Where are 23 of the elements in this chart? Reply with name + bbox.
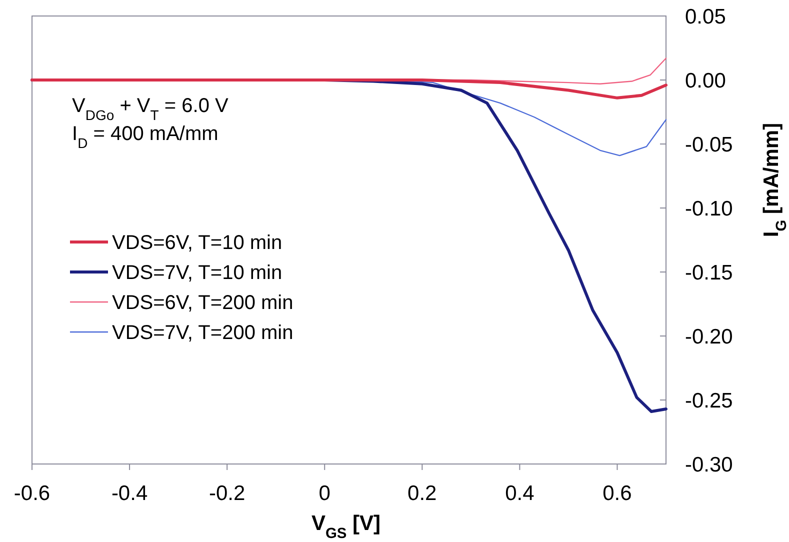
x-tick-label: 0: [318, 482, 330, 505]
legend-label: VDS=6V, T=200 min: [112, 292, 294, 314]
y-tick-label: 0.00: [685, 69, 726, 92]
legend-label: VDS=7V, T=10 min: [112, 262, 282, 284]
y-tick-label: -0.15: [685, 261, 733, 284]
legend-label: VDS=7V, T=200 min: [112, 322, 294, 344]
line-series: [30, 78, 668, 100]
y-tick-label: -0.25: [685, 389, 733, 412]
y-tick-label: -0.20: [685, 325, 733, 348]
x-tick-label: 0.4: [505, 482, 535, 505]
y-tick-label: -0.10: [685, 197, 733, 220]
x-tick-label: -0.6: [14, 482, 50, 505]
x-tick-label: -0.4: [111, 482, 148, 505]
y-tick-label: 0.05: [685, 5, 726, 28]
x-tick-label: -0.2: [208, 482, 246, 505]
legend-label: VDS=6V, T=10 min: [112, 232, 282, 254]
y-tick-label: -0.05: [685, 133, 733, 156]
x-tick-label: 0.6: [602, 482, 632, 505]
x-axis-title: V$_{GS}$ [V]: [311, 512, 381, 542]
annotation: V$_{DGo}$ + V$_{T}$ = 6.0 V: [72, 95, 229, 123]
x-tick-label: 0.2: [408, 482, 437, 505]
annotation: I$_{D}$ = 400 mA/mm: [72, 123, 218, 151]
y-tick-label: -0.30: [685, 453, 733, 476]
